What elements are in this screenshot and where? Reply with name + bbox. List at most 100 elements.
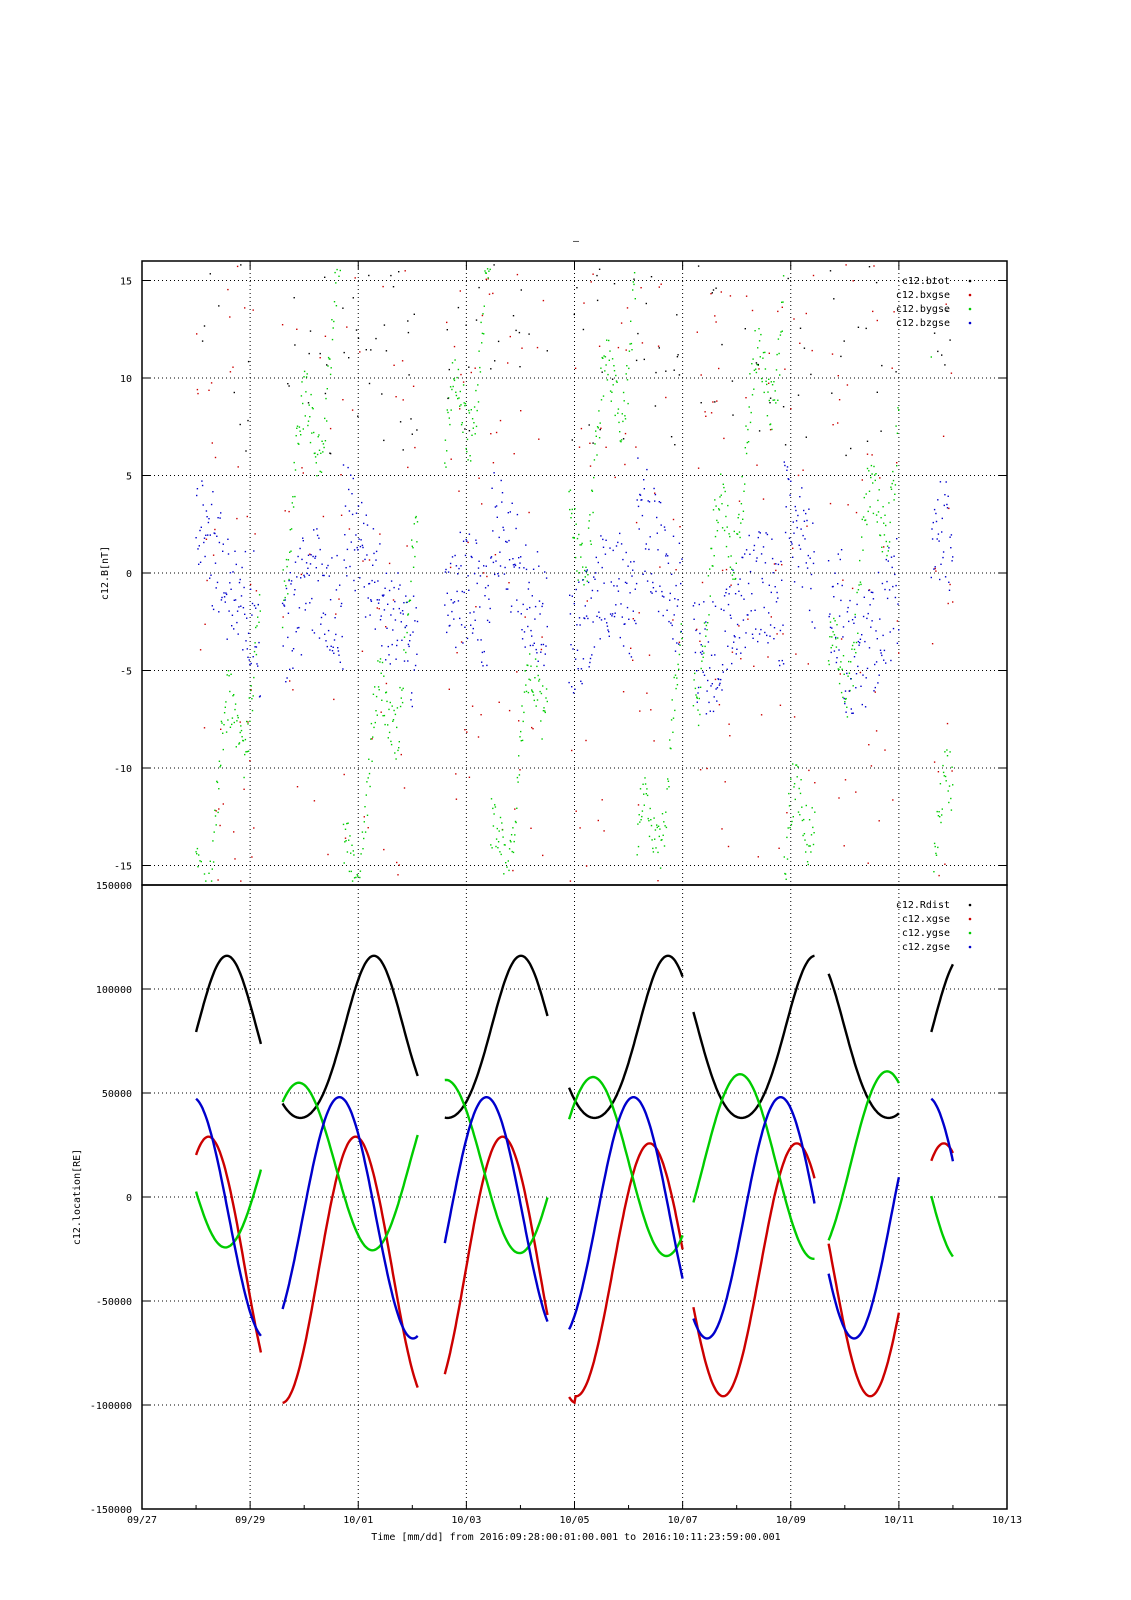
data-point: [234, 708, 236, 711]
data-point: [312, 408, 314, 410]
data-point: [831, 644, 834, 647]
data-point: [572, 692, 575, 694]
data-point: [675, 584, 677, 587]
data-point: [488, 270, 490, 272]
data-point: [584, 605, 586, 607]
data-point: [335, 589, 338, 591]
data-point: [792, 556, 794, 558]
data-point: [855, 641, 858, 644]
data-point: [455, 391, 457, 393]
data-point: [472, 627, 474, 630]
data-point: [326, 567, 328, 569]
data-point: [844, 779, 847, 781]
data-point: [390, 743, 393, 746]
data-point: [201, 484, 204, 487]
data-point: [471, 705, 474, 707]
data-point: [707, 679, 709, 682]
data-point: [447, 571, 450, 573]
data-point: [747, 618, 749, 620]
data-point: [839, 673, 841, 675]
data-point: [284, 596, 286, 599]
data-point: [455, 646, 457, 649]
data-point: [609, 350, 611, 352]
data-point: [830, 651, 832, 654]
data-point: [829, 613, 831, 615]
data-point: [585, 615, 588, 617]
data-point: [844, 702, 846, 705]
data-point: [298, 443, 300, 445]
data-point: [797, 394, 800, 396]
data-point: [464, 404, 466, 407]
data-point: [303, 376, 305, 378]
data-point: [876, 638, 878, 640]
data-point: [301, 558, 303, 561]
data-point: [756, 363, 758, 366]
data-point: [343, 773, 345, 776]
data-point: [211, 868, 213, 870]
data-point: [479, 371, 482, 373]
data-point: [575, 523, 577, 525]
data-point: [571, 508, 573, 511]
data-point: [620, 439, 623, 441]
data-point: [199, 649, 202, 651]
data-point: [785, 506, 787, 508]
data-point: [462, 384, 465, 386]
data-point: [725, 568, 728, 571]
data-point: [497, 841, 500, 843]
data-point: [588, 666, 590, 668]
data-point: [661, 813, 664, 815]
data-point: [864, 706, 867, 708]
data-point: [236, 265, 239, 268]
data-point: [539, 690, 541, 693]
data-point: [598, 437, 601, 439]
data-point: [416, 521, 419, 523]
data-point: [676, 356, 679, 358]
data-point: [507, 362, 509, 364]
data-point: [219, 766, 221, 768]
data-point: [329, 649, 331, 651]
data-point: [696, 670, 698, 672]
data-point: [456, 376, 458, 379]
data-point: [731, 568, 733, 570]
data-point: [612, 384, 614, 386]
data-point: [875, 473, 877, 475]
data-point: [732, 414, 734, 416]
data-point: [605, 446, 607, 448]
data-point: [894, 596, 897, 599]
data-point: [476, 582, 478, 585]
data-point: [283, 580, 286, 582]
data-point: [196, 388, 199, 391]
data-point: [622, 438, 625, 440]
data-point: [786, 836, 788, 839]
data-point: [697, 692, 699, 694]
data-point: [512, 558, 514, 560]
data-point: [372, 693, 375, 695]
data-point: [510, 841, 512, 843]
data-point: [545, 688, 548, 690]
data-point: [341, 635, 343, 638]
data-point: [259, 610, 261, 612]
data-point: [483, 650, 485, 653]
data-point: [602, 395, 605, 397]
data-point: [754, 330, 756, 332]
data-point: [713, 696, 715, 698]
data-point: [285, 587, 288, 590]
data-point: [492, 462, 495, 464]
data-point: [653, 740, 655, 742]
data-point: [215, 810, 217, 812]
data-point: [709, 710, 711, 712]
data-point: [602, 357, 604, 359]
data-point: [227, 288, 229, 291]
data-point: [573, 602, 575, 605]
data-point: [621, 616, 623, 618]
data-point: [890, 488, 893, 490]
data-point: [198, 545, 200, 547]
data-point: [515, 527, 517, 530]
data-point: [889, 631, 891, 633]
data-point: [311, 629, 314, 631]
data-point: [333, 652, 335, 654]
data-point: [647, 817, 649, 820]
data-point: [662, 614, 664, 617]
data-point: [520, 740, 522, 742]
data-point: [720, 473, 722, 475]
